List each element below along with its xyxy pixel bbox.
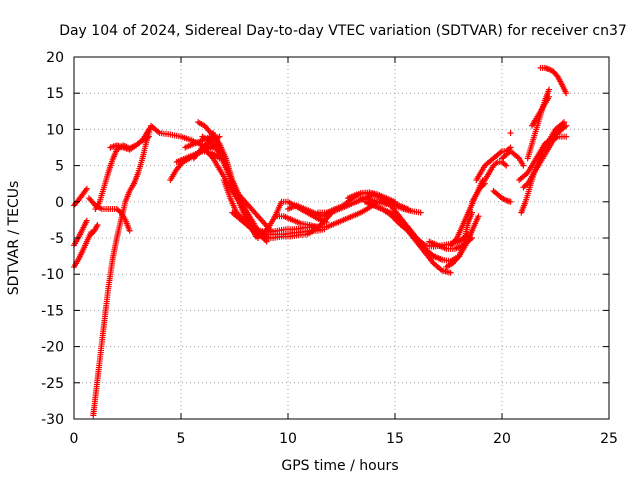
y-tick-label: 10 (46, 122, 64, 138)
y-tick-label: 0 (55, 195, 64, 211)
series-arc39 (490, 187, 514, 205)
data-point (83, 185, 90, 192)
series-arc23 (272, 198, 381, 231)
x-tick-label: 20 (493, 431, 511, 447)
grid (74, 57, 609, 419)
data-point (503, 162, 510, 169)
data-point (417, 209, 424, 216)
data-point (145, 133, 152, 140)
data-point (145, 126, 152, 133)
data-point (563, 90, 570, 97)
y-tick-label: -15 (41, 303, 64, 319)
series-arc36 (469, 180, 488, 205)
x-tick-label: 10 (279, 431, 297, 447)
chart-title: Day 104 of 2024, Sidereal Day-to-day VTE… (59, 23, 627, 39)
data-point (561, 119, 568, 126)
series-arc3 (88, 221, 101, 238)
x-axis-label: GPS time / hours (281, 458, 398, 474)
series-arc9 (107, 133, 152, 153)
y-axis-label: SDTVAR / TECUs (6, 181, 22, 296)
data-points (71, 64, 570, 419)
y-tick-label: 5 (55, 159, 64, 175)
data-point (126, 227, 133, 234)
y-tick-labels: -30 -25 -20 -15 -10 -5 0 5 10 15 20 (41, 50, 64, 428)
series-arc35 (456, 209, 476, 260)
data-point (563, 133, 570, 140)
data-point (94, 221, 101, 228)
series-arc5 (90, 180, 137, 419)
data-point (323, 219, 330, 226)
axis-ticks (73, 56, 610, 420)
series-arc30 (379, 197, 463, 265)
series-arc44 (520, 133, 570, 191)
data-point (563, 122, 570, 129)
x-tick-label: 5 (177, 431, 186, 447)
x-tick-label: 0 (70, 431, 79, 447)
data-point (520, 162, 527, 169)
series-arc46 (537, 64, 570, 97)
y-tick-label: 20 (46, 50, 64, 66)
x-tick-label: 15 (386, 431, 404, 447)
data-point (546, 93, 553, 100)
y-tick-label: -5 (50, 231, 64, 247)
y-tick-label: -25 (41, 376, 64, 392)
series-arc10 (167, 142, 219, 184)
y-tick-label: -30 (41, 412, 64, 428)
series-arc38 (477, 158, 510, 191)
x-tick-label: 25 (600, 431, 618, 447)
x-tick-labels: 0 5 10 15 20 25 (70, 431, 618, 447)
series-arc47 (528, 93, 553, 129)
series-arc40 (499, 148, 527, 169)
data-point (83, 217, 90, 224)
series-arc16 (203, 148, 262, 241)
data-point (469, 209, 476, 216)
y-tick-label: -20 (41, 340, 64, 356)
data-point (507, 198, 514, 205)
data-point (546, 86, 553, 93)
data-point (447, 269, 454, 276)
data-point (475, 213, 482, 220)
series-arc43 (518, 119, 568, 216)
series-arc41 (507, 130, 514, 137)
y-tick-label: -10 (41, 267, 64, 283)
y-tick-label: 15 (46, 86, 64, 102)
data-point (507, 130, 514, 137)
